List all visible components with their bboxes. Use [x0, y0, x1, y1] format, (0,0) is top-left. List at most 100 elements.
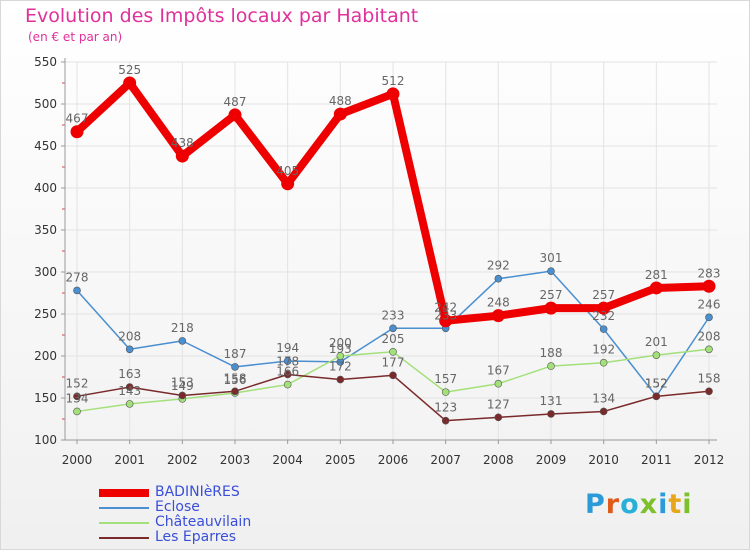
- data-label-chateauvilain: 167: [487, 364, 510, 378]
- data-point-badinieres: [597, 301, 611, 315]
- legend-swatch-badinieres: [99, 489, 149, 497]
- data-label-les-eparres: 131: [540, 394, 563, 408]
- data-label-chateauvilain: 188: [540, 346, 563, 360]
- data-point-les-eparres: [125, 383, 134, 391]
- y-tick-label: 450: [34, 139, 57, 153]
- data-label-eclose: 194: [276, 341, 299, 355]
- legend-label-badinieres: BADINIèRES: [155, 484, 240, 500]
- data-point-les-eparres: [441, 416, 450, 425]
- data-label-les-eparres: 152: [645, 376, 668, 390]
- data-point-badinieres: [649, 281, 663, 295]
- legend-label-les-eparres: Les Eparres: [155, 529, 237, 545]
- x-tick-label: 2012: [694, 453, 725, 467]
- x-tick-label: 2004: [272, 453, 303, 467]
- data-label-badinieres: 512: [382, 74, 405, 88]
- data-label-badinieres: 248: [487, 296, 510, 310]
- data-point-eclose: [231, 363, 239, 371]
- data-point-badinieres: [175, 149, 189, 163]
- data-point-chateauvilain: [336, 352, 345, 360]
- data-label-les-eparres: 152: [66, 376, 89, 390]
- data-label-eclose: 187: [224, 347, 247, 361]
- x-tick-label: 2008: [483, 453, 514, 467]
- y-tick-label: 550: [34, 55, 57, 69]
- data-label-chateauvilain: 134: [66, 391, 89, 405]
- y-tick-label: 350: [34, 223, 57, 237]
- data-label-chateauvilain: 201: [645, 335, 668, 349]
- data-label-chateauvilain: 208: [698, 329, 721, 343]
- data-point-eclose: [494, 274, 503, 283]
- logo-letter: P: [585, 489, 606, 520]
- data-point-badinieres: [544, 301, 558, 315]
- data-point-les-eparres: [336, 375, 345, 384]
- data-label-les-eparres: 123: [434, 401, 457, 415]
- data-label-badinieres: 488: [329, 94, 352, 108]
- y-tick-label: 150: [34, 391, 57, 405]
- data-point-les-eparres: [547, 410, 555, 418]
- data-label-badinieres: 438: [171, 136, 194, 150]
- data-label-les-eparres: 163: [118, 367, 141, 381]
- data-label-eclose: 246: [698, 297, 721, 311]
- data-point-badinieres: [281, 177, 295, 191]
- data-label-eclose: 193: [329, 342, 352, 356]
- data-label-chateauvilain: 192: [592, 343, 615, 357]
- x-tick-label: 2001: [114, 453, 145, 467]
- logo-letter: i: [658, 489, 669, 520]
- data-label-badinieres: 525: [118, 63, 141, 77]
- logo-letter: r: [605, 489, 621, 520]
- data-point-badinieres: [491, 309, 505, 323]
- y-tick-label: 200: [34, 349, 57, 363]
- data-label-eclose: 218: [171, 321, 194, 335]
- y-tick-label: 400: [34, 181, 57, 195]
- logo-letter: o: [620, 489, 640, 520]
- data-point-chateauvilain: [494, 379, 503, 388]
- data-point-les-eparres: [231, 387, 239, 396]
- data-label-chateauvilain: 156: [224, 373, 247, 387]
- data-point-eclose: [178, 337, 187, 345]
- data-point-badinieres: [123, 76, 137, 90]
- data-point-chateauvilain: [389, 347, 397, 356]
- data-point-eclose: [547, 267, 555, 275]
- x-tick-label: 2011: [641, 453, 672, 467]
- logo-letter: t: [668, 489, 683, 520]
- data-point-chateauvilain: [441, 388, 450, 396]
- data-label-badinieres: 283: [698, 266, 721, 280]
- data-point-les-eparres: [178, 391, 187, 400]
- data-point-chateauvilain: [125, 400, 134, 408]
- x-tick-label: 2010: [588, 453, 619, 467]
- legend-label-chateauvilain: Châteauvilain: [155, 514, 252, 530]
- x-tick-label: 2007: [430, 453, 461, 467]
- data-label-chateauvilain: 205: [382, 332, 405, 346]
- data-label-les-eparres: 172: [329, 360, 352, 374]
- y-tick-label: 300: [34, 265, 57, 279]
- data-point-eclose: [705, 313, 713, 322]
- data-label-chateauvilain: 166: [276, 365, 299, 379]
- data-point-les-eparres: [389, 371, 397, 380]
- proxiti-logo: Proxiti: [585, 489, 693, 520]
- data-point-badinieres: [228, 108, 242, 122]
- data-label-les-eparres: 134: [592, 391, 615, 405]
- data-point-badinieres: [439, 314, 453, 328]
- data-point-les-eparres: [599, 407, 608, 416]
- legend-swatch-les-eparres: [99, 537, 149, 539]
- data-point-badinieres: [702, 279, 716, 293]
- y-tick-label: 500: [34, 97, 57, 111]
- data-point-chateauvilain: [599, 358, 608, 367]
- chart-title: Evolution des Impôts locaux par Habitant: [25, 5, 419, 27]
- data-point-eclose: [389, 324, 397, 333]
- data-label-eclose: 278: [66, 270, 89, 284]
- data-point-badinieres: [70, 125, 84, 139]
- data-point-les-eparres: [705, 387, 713, 396]
- legend-label-eclose: Eclose: [155, 499, 200, 515]
- data-point-eclose: [125, 345, 134, 354]
- data-label-eclose: 232: [592, 309, 615, 323]
- data-point-les-eparres: [283, 370, 292, 379]
- data-point-eclose: [283, 357, 292, 365]
- data-label-chateauvilain: 200: [329, 336, 352, 350]
- x-tick-label: 2005: [325, 453, 356, 467]
- logo-letter: x: [639, 489, 659, 520]
- data-label-badinieres: 467: [66, 112, 89, 126]
- data-label-les-eparres: 158: [224, 371, 247, 385]
- data-point-badinieres: [333, 107, 347, 121]
- data-label-badinieres: 257: [592, 288, 615, 302]
